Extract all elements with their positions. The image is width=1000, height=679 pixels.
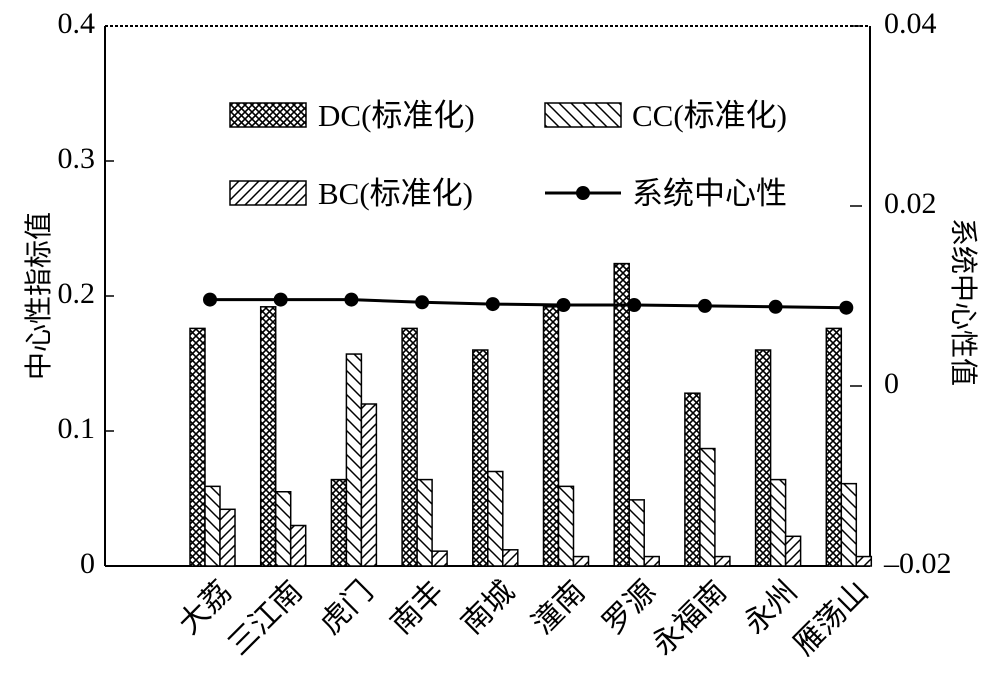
- legend-swatch-dc: [229, 102, 307, 128]
- bc-bar: [643, 555, 660, 567]
- y2-tick-label: 0: [884, 367, 899, 400]
- bc-bar: [784, 535, 802, 567]
- cc-bar: [840, 482, 858, 567]
- system-centrality-point: [273, 292, 288, 307]
- category-label: 南丰: [384, 574, 451, 641]
- cc-bar: [416, 478, 433, 567]
- system-centrality-point: [697, 298, 712, 313]
- dc-bar: [542, 306, 560, 567]
- system-centrality-point: [556, 298, 571, 312]
- dc-bar: [189, 327, 206, 567]
- bc-bar: [855, 555, 873, 567]
- legend-swatch-system-marker: [576, 186, 590, 200]
- system-centrality-point: [627, 298, 642, 312]
- bc-bar: [714, 555, 731, 567]
- y-tick-label: 0.4: [58, 7, 96, 40]
- system-centrality-point: [415, 295, 430, 310]
- dc-bar: [613, 262, 630, 567]
- legend-label-bc: BC(标准化): [318, 176, 473, 211]
- bc-bar: [289, 524, 307, 567]
- system-centrality-point: [203, 292, 217, 307]
- cc-bar: [769, 478, 787, 567]
- legend: DC(标准化) CC(标准化) BC(标准化) 系统中心性: [229, 98, 787, 211]
- y2-tick-label: –0.02: [883, 547, 952, 580]
- bc-bar: [219, 508, 236, 567]
- legend-label-cc: CC(标准化): [632, 98, 787, 133]
- bc-bar: [572, 555, 590, 567]
- system-centrality-point: [344, 292, 359, 307]
- dc-bar: [754, 349, 772, 567]
- legend-item-cc: CC(标准化): [544, 98, 787, 133]
- cc-bar: [204, 485, 221, 567]
- category-label: 三江南: [221, 574, 309, 662]
- cc-bar: [557, 485, 575, 567]
- legend-label-dc: DC(标准化): [318, 98, 475, 133]
- system-centrality-point: [768, 299, 783, 314]
- legend-item-dc: DC(标准化): [229, 98, 475, 133]
- dc-bar: [401, 327, 418, 567]
- bc-bar: [431, 550, 448, 567]
- y-tick-label: 0: [80, 547, 95, 580]
- dc-bar: [684, 392, 701, 567]
- system-centrality-point: [485, 297, 500, 312]
- y2-tick-label: 0.02: [884, 187, 937, 220]
- legend-item-bc: BC(标准化): [229, 176, 473, 211]
- right-axis-ticks: –0.02 0 0.02 0.04: [850, 7, 952, 580]
- system-centrality-point: [839, 300, 854, 315]
- y2-tick-label: 0.04: [884, 7, 937, 40]
- legend-label-system: 系统中心性: [632, 176, 787, 211]
- legend-swatch-cc: [544, 102, 622, 128]
- legend-swatch-bc: [229, 180, 307, 206]
- system-centrality-line: [203, 292, 854, 315]
- cc-bar: [699, 447, 716, 567]
- category-label: 雁荡山: [787, 574, 875, 662]
- legend-item-system: 系统中心性: [545, 176, 787, 211]
- y-tick-label: 0.2: [58, 277, 96, 310]
- cc-bar: [345, 353, 363, 567]
- bc-bar: [502, 549, 519, 567]
- y-tick-label: 0.3: [58, 142, 96, 175]
- dc-bar: [259, 306, 277, 567]
- y-axis-label: 中心性指标值: [22, 212, 55, 380]
- left-axis-ticks: 0 0.1 0.2 0.3 0.4: [58, 7, 114, 580]
- cc-bar: [274, 491, 292, 567]
- system-centrality-polyline: [210, 298, 847, 310]
- category-label: 永福南: [645, 574, 733, 662]
- bars: [189, 262, 873, 567]
- dc-bar: [330, 478, 348, 567]
- cc-bar: [487, 470, 504, 567]
- dc-bar: [472, 349, 489, 567]
- y2-axis-label: 系统中心性值: [947, 218, 980, 386]
- category-label: 虎门: [313, 574, 380, 641]
- y-tick-label: 0.1: [58, 412, 96, 445]
- category-label: 潼南: [525, 574, 592, 641]
- dc-bar: [825, 327, 843, 567]
- bc-bar: [360, 403, 378, 567]
- cc-bar: [628, 499, 645, 567]
- category-label: 南城: [455, 574, 522, 641]
